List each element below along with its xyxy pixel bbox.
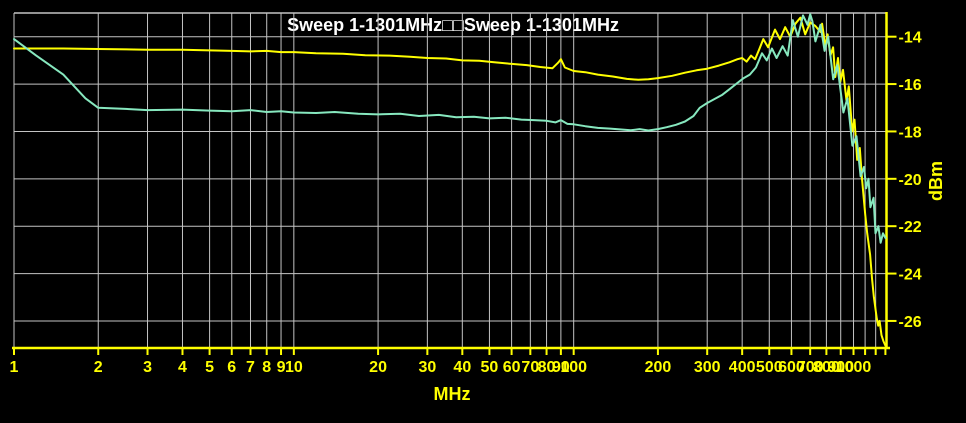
x-tick-label: 9 [277,359,286,376]
x-tick-label: 8 [262,359,271,376]
x-tick-label: 50 [481,359,499,376]
trace-sweep-green [13,13,887,244]
x-tick-label: 300 [694,359,721,376]
x-tick-label: 200 [645,359,672,376]
x-tick-label: 70 [521,359,539,376]
y-tick-label: -24 [899,267,922,284]
x-tick-label: 500 [756,359,783,376]
x-tick-label: 100 [560,359,587,376]
y-tick-label: -18 [899,124,922,141]
x-tick-label: 5 [205,359,214,376]
y-tick-label: -14 [899,30,922,47]
x-tick-label: 1 [10,359,19,376]
x-tick-label: 700 [797,359,824,376]
chart-title: Sweep 1-1301MHz□□Sweep 1-1301MHz [287,15,619,35]
y-tick-label: -16 [899,77,922,94]
x-axis-label: MHz [434,384,471,404]
x-tick-label: 40 [453,359,471,376]
y-tick-label: -20 [899,172,922,189]
x-tick-label: 400 [729,359,756,376]
x-tick-label: 7 [246,359,255,376]
x-tick-label: 6 [227,359,236,376]
y-tick-label: -22 [899,219,922,236]
trace-sweep-yellow [13,16,887,347]
x-tick-label: 2 [94,359,103,376]
x-tick-label: 80 [538,359,556,376]
x-tick-label: 10 [285,359,303,376]
x-tick-label: 20 [369,359,387,376]
x-tick-label: 90 [552,359,570,376]
y-axis-label: dBm [926,161,946,201]
x-tick-label: 1000 [836,359,872,376]
x-tick-label: 60 [503,359,521,376]
x-tick-label: 3 [143,359,152,376]
x-tick-label: 900 [827,359,854,376]
x-tick-label: 4 [178,359,187,376]
y-tick-label: -26 [899,314,922,331]
x-tick-label: 600 [778,359,805,376]
x-tick-label: 800 [813,359,840,376]
x-tick-label: 30 [418,359,436,376]
